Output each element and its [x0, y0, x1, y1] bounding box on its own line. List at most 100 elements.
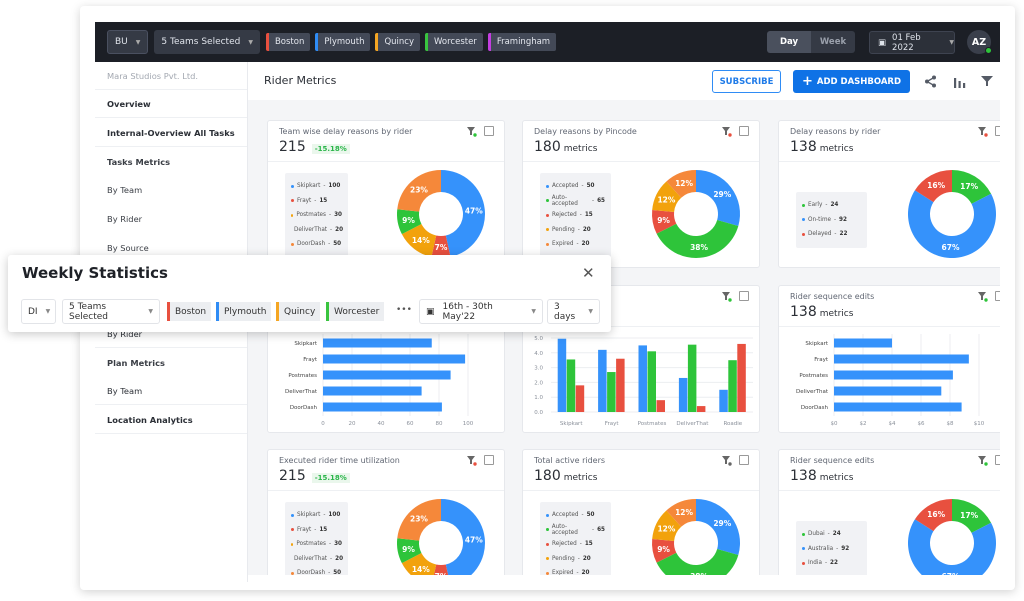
slice-percent-label: 12% [675, 508, 693, 517]
sidebar-item-by-team-2[interactable]: By Team [95, 377, 247, 405]
team-chip[interactable]: Plymouth [315, 33, 371, 51]
week-button[interactable]: Week [811, 31, 855, 53]
close-icon[interactable]: ✕ [582, 264, 595, 282]
filter-check-icon[interactable] [467, 127, 477, 140]
filter-check-icon[interactable] [978, 456, 988, 469]
date-picker[interactable]: ▣ 01 Feb 2022 ▼ [869, 31, 955, 54]
sidebar-item-overview[interactable]: Overview [95, 90, 247, 118]
y-category-label: DeliverThat [796, 389, 829, 395]
legend-dot-icon [546, 557, 549, 561]
teams-select[interactable]: 5 Teams Selected ▼ [154, 30, 260, 54]
legend-dot-icon [546, 542, 549, 546]
y-tick-label: 0.0 [534, 410, 543, 416]
x-tick-label: $0 [831, 421, 838, 427]
legend-value: 30 [334, 541, 342, 548]
chevron-down-icon: ▼ [588, 308, 593, 315]
donut-slice [652, 510, 682, 541]
popup-team-chip[interactable]: Plymouth [216, 302, 272, 321]
x-tick-label: $6 [918, 421, 925, 427]
donut-slice [401, 224, 437, 257]
sidebar-item-by-rider-2[interactable]: By Rider [95, 320, 247, 348]
expand-icon[interactable] [995, 291, 1000, 301]
team-chip[interactable]: Boston [265, 33, 311, 51]
filter-check-icon[interactable] [978, 292, 988, 305]
legend-item: Auto-accepted -65 [546, 523, 605, 538]
filter-icon[interactable] [722, 456, 732, 469]
day-button[interactable]: Day [767, 31, 811, 53]
popup-team-chip[interactable]: Worcester [326, 302, 385, 321]
legend-value: 50 [586, 183, 595, 190]
x-category-label: Postmates [638, 421, 667, 427]
sidebar-item-plan-metrics[interactable]: Plan Metrics [107, 358, 165, 368]
more-teams-button[interactable]: ••• [396, 305, 412, 315]
legend-label: Auto-accepted [551, 523, 578, 536]
team-chip[interactable]: Worcester [425, 33, 483, 51]
bu-select[interactable]: BU ▼ [107, 30, 149, 54]
legend-value: 100 [328, 183, 341, 190]
avatar-initials: AZ [971, 36, 987, 48]
chart-legend: Skipkart -100 Frayt -15 Postmates -30 DeliverT… [285, 173, 348, 258]
team-chip[interactable]: Framingham [487, 33, 557, 51]
y-category-label: Frayt [303, 357, 318, 363]
donut-slice [656, 220, 739, 258]
legend-dot-icon [546, 571, 549, 575]
donut-slice [666, 170, 696, 198]
legend-label: DeliverThat [294, 226, 328, 233]
popup-team-chip[interactable]: Quincy [276, 302, 321, 321]
chart-legend: Dubai -24 Australia -92 India -22 [796, 521, 867, 575]
expand-icon[interactable] [995, 455, 1000, 465]
avatar[interactable]: AZ [967, 30, 992, 54]
card-title: Rider sequence edits [790, 456, 875, 465]
sidebar-item-tasks-metrics[interactable]: Tasks Metrics [107, 157, 171, 167]
slice-percent-label: 16% [927, 510, 945, 519]
legend-value: 15 [584, 541, 593, 548]
card-metric-number: 138 [790, 139, 817, 155]
donut-slice [666, 499, 696, 527]
expand-icon[interactable] [739, 291, 749, 301]
sidebar-item-location-analytics[interactable]: Location Analytics [95, 406, 247, 434]
legend-label: India [808, 560, 822, 567]
popup-teams-select[interactable]: 5 Teams Selected ▼ [62, 299, 160, 324]
expand-icon[interactable] [739, 455, 749, 465]
expand-icon[interactable] [995, 126, 1000, 136]
add-dashboard-button[interactable]: + ADD DASHBOARD [793, 70, 910, 93]
popup-bu-select[interactable]: DI ▼ [21, 299, 56, 324]
expand-icon[interactable] [484, 126, 494, 136]
bar-chart-icon[interactable] [950, 72, 968, 90]
legend-value: 20 [335, 555, 344, 562]
legend-item: Frayt -15 [291, 523, 342, 538]
slice-percent-label: 12% [657, 524, 675, 533]
filter-remove-icon[interactable] [467, 456, 477, 469]
sidebar-item-internal-overview[interactable]: Internal-Overview All Tasks [95, 119, 247, 147]
legend-value: 15 [319, 526, 328, 533]
legend-value: 50 [333, 241, 342, 248]
popup-duration-select[interactable]: 3 days ▼ [547, 299, 600, 324]
sidebar-item-by-source[interactable]: By Source [107, 243, 149, 253]
legend-label: DoorDash [297, 570, 326, 575]
filter-remove-icon[interactable] [978, 127, 988, 140]
filter-remove-icon[interactable] [722, 127, 732, 140]
expand-icon[interactable] [484, 455, 494, 465]
popup-team-chip[interactable]: Boston [167, 302, 212, 321]
expand-icon[interactable] [739, 126, 749, 136]
y-tick-label: 4.0 [534, 351, 543, 357]
filter-icon[interactable] [978, 72, 996, 90]
legend-item: Postmates -30 [291, 208, 342, 223]
share-icon[interactable] [921, 72, 939, 90]
chart: 17% 67% 16% [908, 170, 996, 258]
bar [834, 354, 969, 364]
subscribe-button[interactable]: SUBSCRIBE [712, 70, 781, 93]
sidebar-item-by-team[interactable]: By Team [107, 185, 143, 195]
teams-value: 5 Teams Selected [161, 37, 241, 47]
card-value: 138 metrics [790, 304, 853, 320]
sidebar-item-by-rider[interactable]: By Rider [107, 214, 143, 224]
card-title: Delay reasons by Pincode [534, 127, 637, 136]
bar [678, 377, 688, 412]
filter-check-icon[interactable] [722, 292, 732, 305]
legend-label: Pending [552, 226, 575, 233]
slice-percent-label: 23% [410, 514, 428, 523]
popup-date-range[interactable]: ▣ 16th - 30th May'22 ▼ [419, 299, 543, 324]
team-chip[interactable]: Quincy [375, 33, 420, 51]
y-category-label: Skipkart [294, 341, 317, 347]
donut-slice [952, 170, 992, 204]
